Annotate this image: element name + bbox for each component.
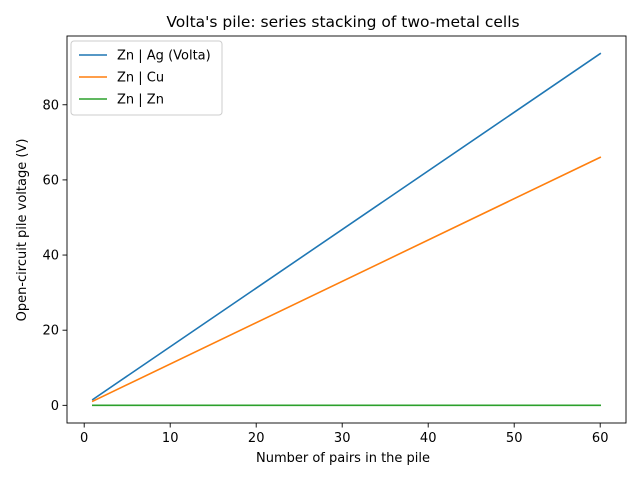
y-tick-label: 40 — [42, 249, 59, 264]
axes-layer: 0 10 20 30 40 50 60 0 20 40 60 80 — [42, 35, 627, 446]
x-tick-label: 40 — [420, 431, 437, 446]
legend-label-1: Zn | Ag (Volta) — [117, 49, 211, 64]
y-tick-label: 20 — [42, 324, 59, 339]
x-axis-label: Number of pairs in the pile — [256, 451, 430, 466]
y-axis-label: Open-circuit pile voltage (V) — [15, 139, 30, 322]
axes-frame — [66, 35, 627, 424]
legend: Zn | Ag (Volta) Zn | Cu Zn | Zn — [70, 40, 223, 116]
series-line-2 — [91, 156, 602, 403]
legend-box — [70, 40, 223, 116]
x-tick-label: 10 — [162, 431, 179, 446]
legend-label-2: Zn | Cu — [117, 71, 164, 86]
x-tick-label: 0 — [80, 431, 88, 446]
chart-title: Volta's pile: series stacking of two-met… — [166, 13, 519, 31]
x-tick-label: 50 — [506, 431, 523, 446]
x-tick-label: 60 — [592, 431, 609, 446]
x-tick-label: 30 — [334, 431, 351, 446]
y-tick-label: 0 — [51, 399, 59, 414]
y-tick-label: 80 — [42, 98, 59, 113]
legend-label-3: Zn | Zn — [117, 93, 164, 108]
y-tick-label: 60 — [42, 173, 59, 188]
series-layer — [91, 52, 602, 407]
series-line-1 — [91, 52, 602, 401]
x-tick-label: 20 — [248, 431, 265, 446]
